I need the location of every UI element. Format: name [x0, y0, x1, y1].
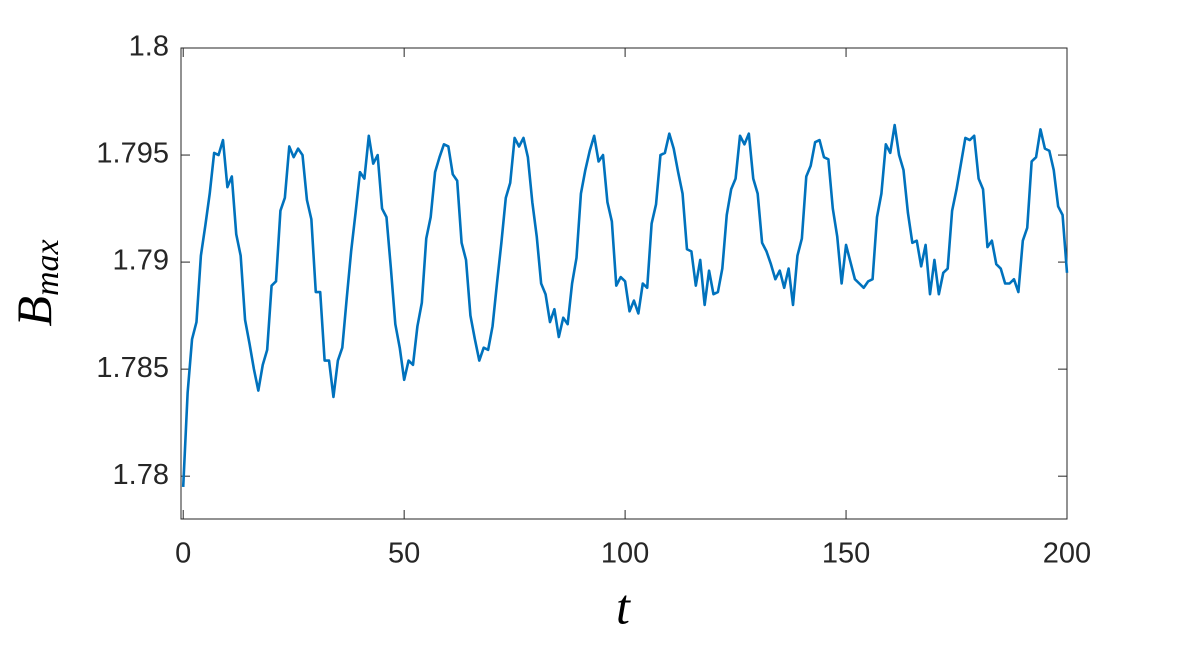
plot-area	[180, 47, 1068, 520]
x-tick-label: 50	[388, 538, 420, 570]
y-tick-label: 1.78	[113, 459, 169, 491]
y-tick-label: 1.795	[96, 138, 169, 170]
y-axis-label-base: B	[6, 296, 62, 327]
data-line	[181, 123, 1069, 487]
x-axis-label: t	[616, 578, 631, 634]
x-tick-label: 150	[822, 538, 870, 570]
y-tick-label: 1.79	[113, 245, 169, 277]
y-tick-label: 1.8	[129, 31, 169, 63]
x-tick-label: 0	[175, 538, 191, 570]
y-axis-label-sub: max	[29, 239, 66, 296]
y-axis-label: Bmax	[6, 239, 65, 326]
y-tick-label: 1.785	[96, 352, 169, 384]
x-tick-label: 100	[601, 538, 649, 570]
x-tick-label: 200	[1043, 538, 1091, 570]
